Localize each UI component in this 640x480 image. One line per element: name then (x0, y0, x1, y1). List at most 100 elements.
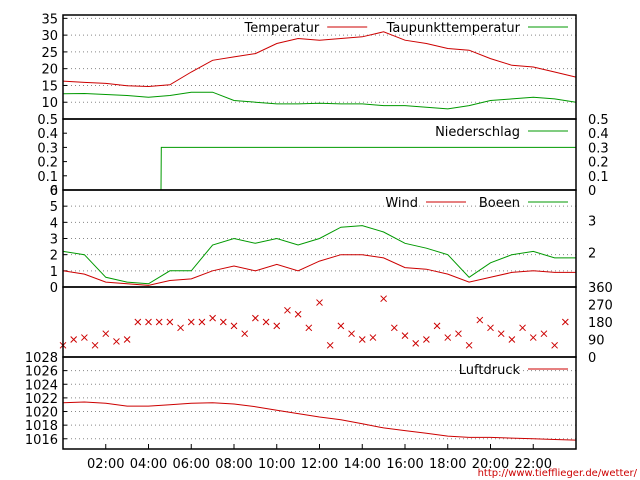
credit-link[interactable]: http://www.tiefflieger.de/wetter/ (478, 468, 638, 479)
x-tick-label: 04:00 (130, 457, 167, 472)
scatter-point (348, 330, 355, 338)
scatter-point (134, 318, 142, 326)
y-tick-label: 10 (41, 96, 58, 111)
y-tick-label: 1018 (25, 419, 58, 434)
scatter-point (380, 295, 387, 303)
scatter-point (455, 330, 462, 338)
scatter-point (102, 330, 110, 338)
scatter-point (123, 336, 131, 343)
scatter-point (433, 322, 441, 330)
y-tick-label: 0.4 (37, 127, 58, 142)
y-tick-label: 1020 (25, 406, 58, 421)
y-tick-label: 1 (50, 265, 58, 280)
scatter-point (252, 314, 259, 322)
series-line (62, 254, 576, 286)
y-tick-label: 1024 (25, 378, 58, 393)
y-tick-label: 1016 (25, 433, 58, 448)
right-tick-label: 0.5 (588, 113, 609, 128)
x-tick-label: 20:00 (472, 457, 509, 472)
y-tick-label: 1026 (25, 365, 58, 380)
scatter-point (145, 318, 152, 326)
right-tick-label: 180 (588, 316, 613, 331)
right-tick-label: 0.2 (588, 156, 609, 171)
y-tick-label: 0.2 (37, 156, 58, 171)
scatter-point (519, 324, 526, 332)
y-tick-label: 0.1 (37, 170, 58, 185)
y-tick-label: 0 (50, 281, 58, 296)
y-tick-label: 6 (50, 184, 58, 199)
scatter-point (262, 318, 270, 326)
scatter-point (423, 336, 430, 343)
y-tick-label: 0 (50, 184, 58, 199)
series-line (62, 225, 576, 285)
scatter-point (551, 341, 558, 349)
scatter-point (305, 324, 313, 332)
right-tick-label: 90 (588, 334, 605, 349)
y-tick-label: 1028 (25, 351, 58, 366)
right-tick-label: 0.1 (588, 170, 609, 185)
scatter-point (465, 341, 473, 349)
scatter-point (401, 332, 409, 339)
right-tick-label: 0 (588, 351, 596, 366)
scatter-point (273, 322, 281, 330)
scatter-point (198, 318, 206, 326)
x-tick-label: 16:00 (386, 457, 423, 472)
scatter-point (230, 322, 238, 330)
x-tick-label: 22:00 (515, 457, 552, 472)
right-tick-label: 270 (588, 299, 613, 314)
scatter-point (561, 318, 569, 326)
scatter-point (508, 336, 516, 343)
legend-label: Boeen (479, 196, 520, 211)
scatter-point (155, 318, 163, 326)
scatter-point (294, 310, 302, 318)
scatter-point (81, 334, 88, 341)
scatter-point (529, 334, 537, 341)
right-tick-label: 360 (588, 281, 613, 296)
scatter-point (487, 324, 494, 332)
right-tick-label: 0.3 (588, 141, 609, 156)
legend-label: Luftdruck (459, 363, 521, 378)
x-tick-label: 06:00 (173, 457, 210, 472)
series-line (62, 31, 577, 88)
scatter-point (390, 324, 398, 332)
series-line (62, 91, 577, 110)
y-tick-label: 5 (50, 200, 58, 215)
series-line (62, 401, 577, 441)
legend-label: Niederschlag (435, 125, 520, 140)
legend-label: Wind (385, 196, 418, 211)
scatter-point (177, 324, 184, 332)
scatter-point (326, 341, 334, 349)
scatter-point (540, 330, 548, 338)
scatter-point (91, 341, 99, 349)
y-tick-label: 0.5 (37, 113, 58, 128)
scatter-point (166, 318, 174, 326)
y-tick-label: 2 (50, 249, 58, 264)
series-line (63, 146, 576, 191)
scatter-point (316, 299, 323, 306)
legend-label: Taupunkttemperatur (386, 21, 521, 36)
scatter-point (337, 322, 345, 330)
panel-3: 360 270 180 90 0 (59, 281, 613, 366)
scatter-point (70, 336, 78, 343)
x-tick-label: 02:00 (87, 457, 124, 472)
y-tick-label: 3 (50, 233, 58, 248)
panel-frame (62, 286, 577, 358)
x-tick-label: 08:00 (215, 457, 252, 472)
scatter-point (219, 318, 227, 326)
y-tick-label: 35 (41, 12, 58, 27)
right-tick-label: 2 (588, 247, 596, 262)
y-tick-label: 25 (41, 46, 58, 61)
scatter-point (209, 314, 216, 322)
scatter-point (444, 334, 452, 341)
scatter-point (284, 306, 291, 314)
scatter-point (476, 316, 484, 324)
y-tick-label: 15 (41, 79, 58, 94)
panel-1: 0.50.40.30.20.100.50.40.30.20.10Niedersc… (37, 113, 608, 199)
right-tick-label: 0 (588, 184, 596, 199)
x-tick-label: 12:00 (301, 457, 338, 472)
x-tick-label: 14:00 (344, 457, 381, 472)
